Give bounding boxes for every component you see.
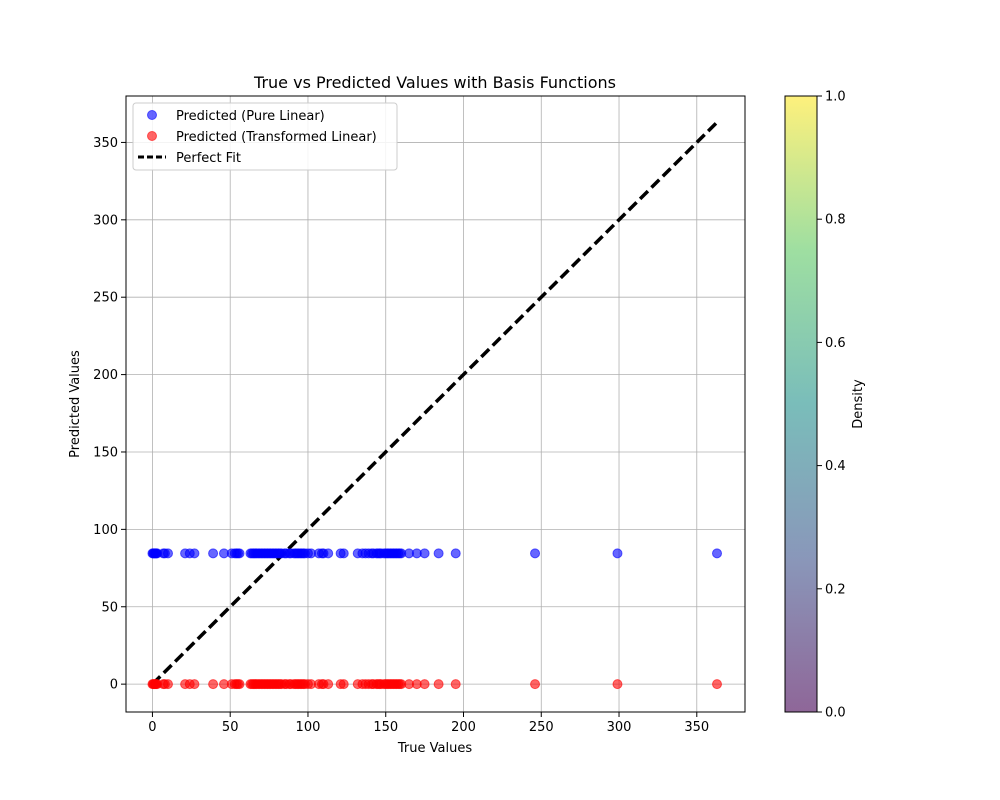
x-tick-label: 0 [148, 720, 156, 735]
point-pure-linear [419, 548, 430, 559]
legend-label-pure-linear: Predicted (Pure Linear) [176, 109, 325, 124]
point-transformed-linear [450, 679, 461, 690]
legend-marker-pure-linear [147, 110, 157, 120]
y-tick-label: 300 [93, 213, 118, 228]
point-transformed-linear [234, 679, 245, 690]
y-tick-label: 0 [110, 678, 118, 693]
point-transformed-linear [208, 679, 219, 690]
point-pure-linear [433, 548, 444, 559]
colorbar-tick-label: 0.4 [825, 459, 846, 474]
y-axis-label: Predicted Values [68, 350, 83, 458]
legend-label-perfect-fit: Perfect Fit [176, 151, 241, 166]
x-tick-label: 200 [451, 720, 476, 735]
legend-label-transformed-linear: Predicted (Transformed Linear) [176, 130, 377, 145]
points-layer [147, 548, 723, 690]
colorbar-tick-label: 1.0 [825, 90, 846, 105]
point-transformed-linear [189, 679, 200, 690]
point-pure-linear [612, 548, 623, 559]
legend-box [132, 102, 398, 171]
perfect-fit-line [151, 121, 719, 686]
y-tick-label: 100 [93, 523, 118, 538]
colorbar-tick-label: 0.6 [825, 336, 846, 351]
grid-lines [126, 96, 745, 712]
y-tick-label: 200 [93, 368, 118, 383]
colorbar-tick-label: 0.8 [825, 213, 846, 228]
colorbar-tick-label: 0.0 [825, 706, 846, 721]
colorbar-gradient [785, 96, 817, 712]
legend: Predicted (Pure Linear) Predicted (Trans… [132, 102, 398, 171]
x-tick-label: 350 [684, 720, 709, 735]
y-tick-label: 250 [93, 291, 118, 306]
colorbar-label: Density [851, 379, 866, 429]
point-transformed-linear [712, 679, 723, 690]
x-tick-label: 150 [373, 720, 398, 735]
perfect-fit-layer [151, 121, 719, 686]
y-axis: 0 50 100 150 200 250 300 350 [93, 136, 126, 693]
plot-frame [125, 95, 746, 713]
point-transformed-linear [530, 679, 541, 690]
x-axis-label: True Values [397, 741, 472, 756]
x-tick-label: 300 [607, 720, 632, 735]
point-transformed-linear [433, 679, 444, 690]
point-pure-linear [323, 548, 334, 559]
colorbar-ticks: 0.0 0.2 0.4 0.6 0.8 1.0 [817, 90, 846, 721]
point-pure-linear [208, 548, 219, 559]
point-pure-linear [234, 548, 245, 559]
legend-marker-transformed-linear [147, 131, 157, 141]
point-transformed-linear [162, 679, 173, 690]
point-pure-linear [712, 548, 723, 559]
point-pure-linear [162, 548, 173, 559]
x-tick-label: 100 [296, 720, 321, 735]
point-pure-linear [530, 548, 541, 559]
point-pure-linear [338, 548, 349, 559]
x-axis: 0 50 100 150 200 250 300 350 [148, 712, 709, 735]
point-transformed-linear [612, 679, 623, 690]
point-pure-linear [189, 548, 200, 559]
colorbar: 0.0 0.2 0.4 0.6 0.8 1.0 Density [784, 90, 866, 721]
chart-title: True vs Predicted Values with Basis Func… [253, 73, 616, 92]
colorbar-tick-label: 0.2 [825, 582, 846, 597]
y-tick-label: 50 [101, 600, 118, 615]
x-tick-label: 50 [222, 720, 239, 735]
y-tick-label: 350 [93, 136, 118, 151]
point-transformed-linear [323, 679, 334, 690]
x-tick-label: 250 [529, 720, 554, 735]
y-tick-label: 150 [93, 445, 118, 460]
point-pure-linear [450, 548, 461, 559]
colorbar-frame [784, 95, 818, 713]
point-transformed-linear [419, 679, 430, 690]
point-transformed-linear [338, 679, 349, 690]
